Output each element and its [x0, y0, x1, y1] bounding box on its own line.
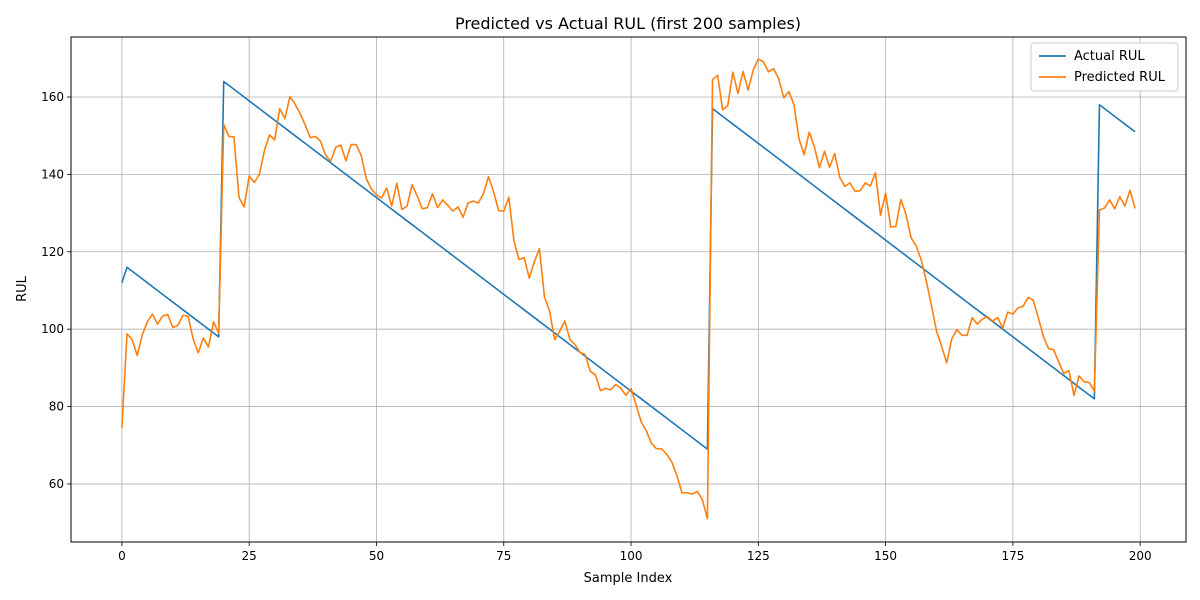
x-axis-title: Sample Index [584, 571, 673, 586]
x-tick-label-25: 25 [242, 549, 257, 563]
x-tick-label-50: 50 [369, 549, 384, 563]
x-tick-label-125: 125 [747, 549, 770, 563]
series-line-predicted-rul [121, 58, 1136, 520]
plot-frame [70, 36, 1187, 543]
series-layer [121, 58, 1136, 520]
y-axis-title: RUL [15, 275, 30, 302]
ticks: 0 25 50 75 100 125 150 175 200 60 80 100 120 140 160 [41, 90, 1152, 563]
x-tick-label-100: 100 [620, 549, 643, 563]
y-tick-label-120: 120 [41, 245, 64, 259]
legend-label-actual: Actual RUL [1074, 49, 1145, 64]
y-tick-label-160: 160 [41, 90, 64, 104]
legend-box [1030, 42, 1179, 92]
y-tick-label-60: 60 [49, 477, 64, 491]
chart-title: Predicted vs Actual RUL (first 200 sampl… [455, 14, 801, 33]
y-tick-label-140: 140 [41, 167, 64, 181]
legend: Actual RUL Predicted RUL [1030, 42, 1179, 92]
x-tick-label-75: 75 [496, 549, 511, 563]
x-tick-label-0: 0 [118, 549, 126, 563]
x-tick-label-175: 175 [1001, 549, 1024, 563]
y-tick-label-80: 80 [49, 400, 64, 414]
x-tick-label-150: 150 [874, 549, 897, 563]
grid [71, 37, 1186, 542]
y-tick-label-100: 100 [41, 322, 64, 336]
series-line-actual-rul [121, 80, 1136, 450]
x-tick-label-200: 200 [1129, 549, 1152, 563]
legend-label-predicted: Predicted RUL [1074, 70, 1166, 85]
